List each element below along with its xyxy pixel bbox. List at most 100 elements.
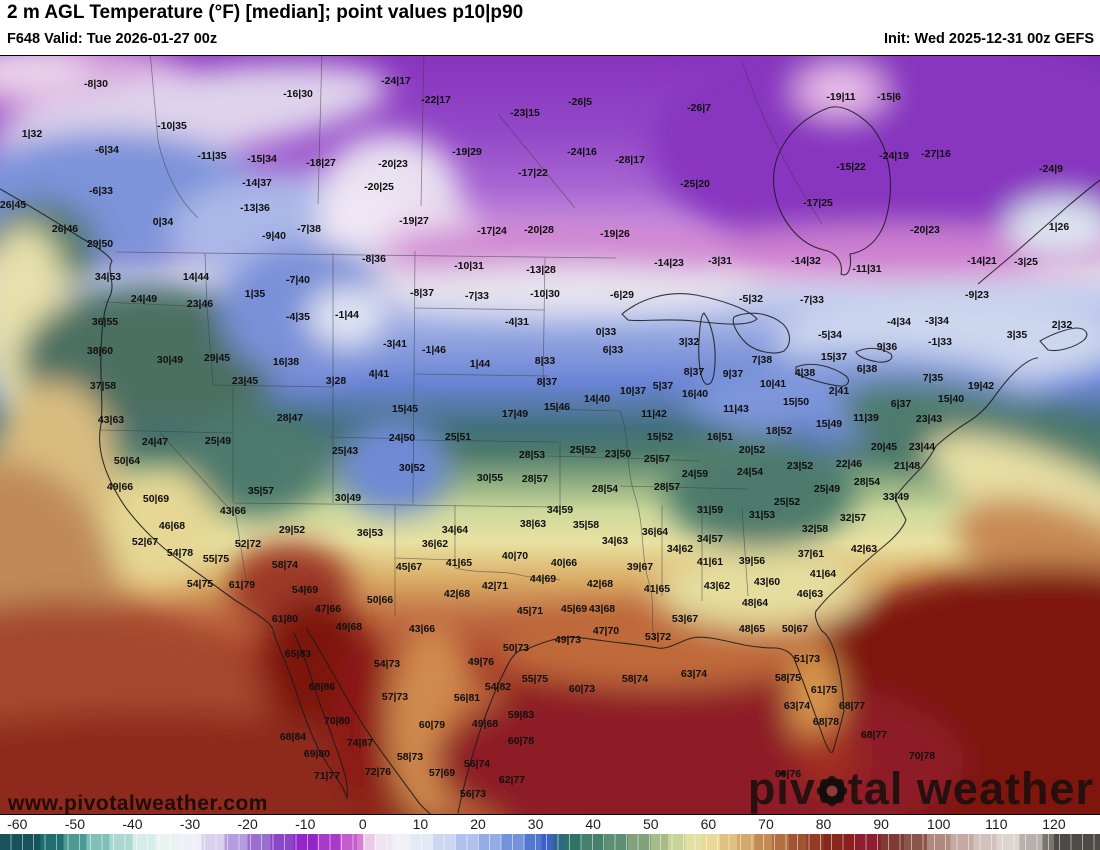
- point-value: 46|63: [796, 587, 824, 600]
- colorbar-tick: 110: [985, 816, 1008, 832]
- point-value: 5|37: [652, 379, 674, 392]
- point-value: -3|41: [383, 337, 407, 350]
- point-value: 49|68: [335, 620, 363, 633]
- point-value: 38|60: [86, 344, 114, 357]
- temperature-field-layer: [0, 56, 1100, 814]
- point-value: 60|78: [507, 734, 535, 747]
- point-value: 8|37: [536, 375, 558, 388]
- point-value: -19|27: [399, 214, 429, 227]
- colorbar-tick: 60: [700, 816, 717, 832]
- point-value: 3|32: [678, 335, 700, 348]
- point-value: 11|42: [641, 407, 667, 420]
- point-value: -23|15: [510, 106, 540, 119]
- point-value: 52|72: [234, 537, 262, 550]
- point-value: 37|58: [89, 379, 117, 392]
- colorbar-tick-labels: -60 -50 -40 -30 -20 -10 0 10 20 30 40 50 60 70 80 90 100…: [0, 816, 1100, 832]
- point-value: 20|45: [870, 440, 898, 453]
- point-value: 71|77: [313, 769, 341, 782]
- point-value: 50|67: [781, 622, 809, 635]
- point-value: 36|62: [421, 537, 449, 550]
- point-value: 3|35: [1006, 328, 1028, 341]
- point-value: 41|64: [809, 567, 837, 580]
- point-value: -19|29: [452, 145, 482, 158]
- point-value: 49|76: [467, 655, 495, 668]
- point-value: 7|35: [922, 371, 944, 384]
- point-value: 58|74: [271, 558, 299, 571]
- point-value: 28|47: [276, 411, 304, 424]
- point-value: 58|73: [396, 750, 424, 763]
- point-value: 39|67: [626, 560, 654, 573]
- point-value: 29|52: [278, 523, 306, 536]
- point-value: 41|61: [696, 555, 724, 568]
- point-value: -1|44: [335, 308, 359, 321]
- point-value: 70|78: [908, 749, 936, 762]
- point-value: 22|46: [835, 457, 863, 470]
- colorbar: -60 -50 -40 -30 -20 -10 0 10 20 30 40 50 60 70 80 90 100…: [0, 815, 1100, 850]
- point-value: 49|73: [554, 633, 582, 646]
- point-value: -24|16: [567, 145, 597, 158]
- point-value: 41|65: [643, 582, 671, 595]
- point-value: 15|37: [820, 350, 848, 363]
- point-value: 24|47: [141, 435, 169, 448]
- point-value: 52|67: [131, 535, 159, 548]
- point-value: 61|75: [810, 683, 838, 696]
- point-value: 24|50: [388, 431, 416, 444]
- point-value: -27|16: [921, 147, 951, 160]
- point-value: 42|68: [586, 577, 614, 590]
- colorbar-tick: 50: [642, 816, 659, 832]
- point-value: 8|37: [683, 365, 705, 378]
- point-value: -5|34: [818, 328, 842, 341]
- point-value: -7|33: [465, 289, 489, 302]
- colorbar-tick: 80: [815, 816, 832, 832]
- point-value: 21|48: [893, 459, 921, 472]
- point-value: 24|54: [736, 465, 764, 478]
- point-value: 63|74: [680, 667, 708, 680]
- point-value: 53|67: [671, 612, 699, 625]
- point-value: 23|46: [186, 297, 214, 310]
- point-value: 40|66: [550, 556, 578, 569]
- temperature-blobs: [0, 56, 1100, 814]
- colorbar-tick: -60: [7, 816, 28, 832]
- point-value: 28|54: [853, 475, 881, 488]
- point-value: 45|71: [516, 604, 544, 617]
- point-value: 57|69: [428, 766, 456, 779]
- point-value: 54|69: [291, 583, 319, 596]
- point-value: 0|33: [595, 325, 617, 338]
- point-value: 50|66: [366, 593, 394, 606]
- point-value: -20|25: [364, 180, 394, 193]
- point-value: 35|57: [247, 484, 275, 497]
- point-value: 19|42: [967, 379, 995, 392]
- point-value: 29|45: [203, 351, 231, 364]
- point-value: 14|44: [182, 270, 210, 283]
- point-value: 54|73: [373, 657, 401, 670]
- point-value: -14|21: [967, 254, 997, 267]
- point-value: 72|76: [364, 765, 392, 778]
- point-value: -4|31: [505, 315, 529, 328]
- point-value: 15|50: [782, 395, 810, 408]
- point-value: 4|38: [794, 366, 816, 379]
- point-value: 10|41: [759, 377, 787, 390]
- point-value: 28|54: [591, 482, 619, 495]
- colorbar-tick: 90: [873, 816, 889, 832]
- point-value: 20|52: [738, 443, 766, 456]
- point-value: -10|31: [454, 259, 484, 272]
- point-value: 66|76: [774, 767, 802, 780]
- point-value: 1|26: [1048, 220, 1070, 233]
- point-value: -13|36: [240, 201, 270, 214]
- point-value: 16|51: [706, 430, 734, 443]
- point-value: -8|36: [362, 252, 386, 265]
- point-value: 24|59: [681, 467, 709, 480]
- point-value: 9|37: [722, 367, 744, 380]
- map-canvas: -8|30 -24|17 -16|30 -19|11 -15|6 -22|17 -26|5 -…: [0, 55, 1100, 815]
- point-value: 15|40: [937, 392, 965, 405]
- point-value: -1|33: [928, 335, 952, 348]
- point-value: 53|72: [644, 630, 672, 643]
- colorbar-tick: -20: [237, 816, 258, 832]
- point-value: -15|34: [247, 152, 277, 165]
- point-value: 68|77: [860, 728, 888, 741]
- point-value: 45|69: [560, 602, 588, 615]
- point-value: 34|62: [666, 542, 694, 555]
- point-value: -26|5: [568, 95, 592, 108]
- point-value: 49|68: [471, 717, 499, 730]
